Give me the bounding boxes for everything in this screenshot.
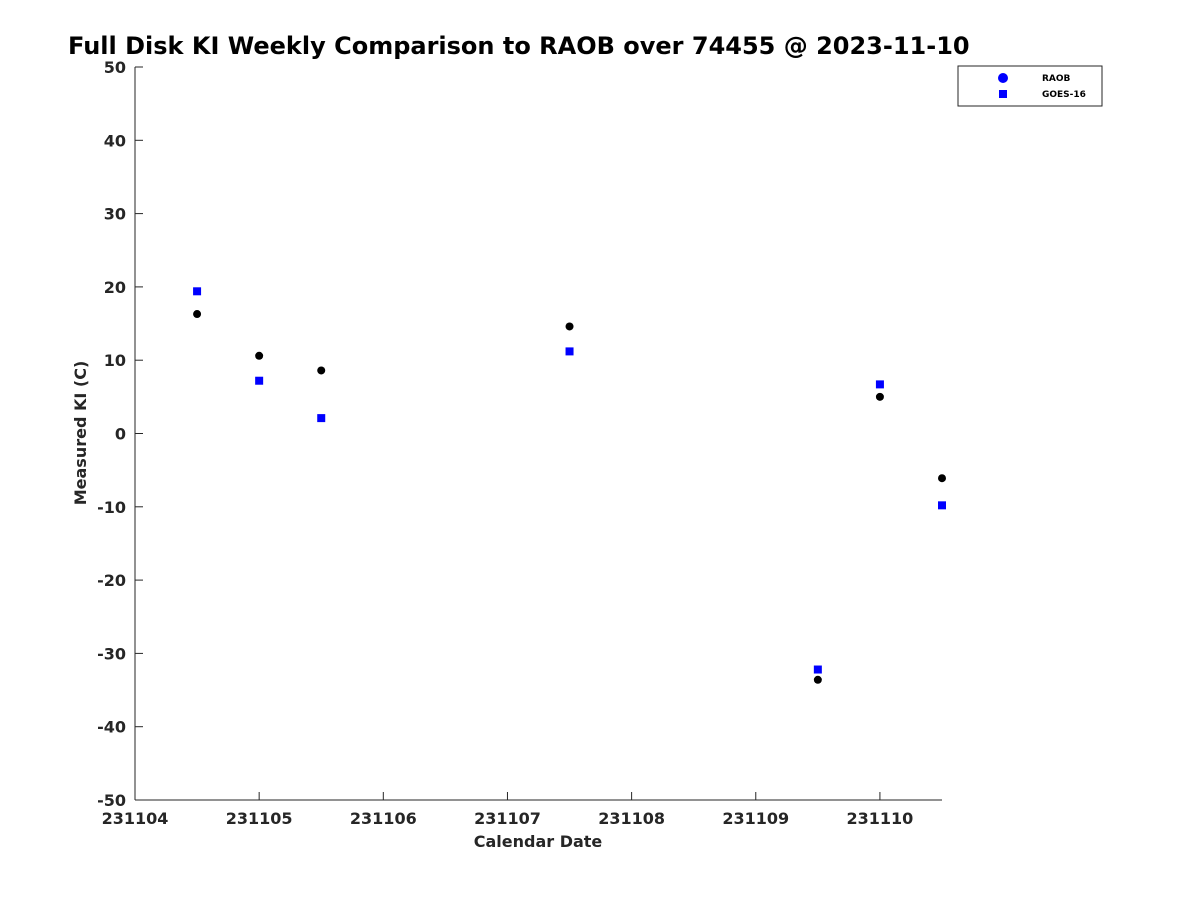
raob-point <box>317 366 326 375</box>
y-tick-label: 10 <box>104 351 126 370</box>
legend-raob-marker <box>998 73 1008 83</box>
y-tick-label: 30 <box>104 205 126 224</box>
x-tick-label: 231108 <box>598 809 665 828</box>
goes16-point <box>255 376 264 385</box>
goes16-point <box>317 414 326 423</box>
y-tick-label: 50 <box>104 58 126 77</box>
legend-box <box>957 65 1103 107</box>
raob-point <box>875 392 884 401</box>
y-tick-label: 0 <box>115 425 126 444</box>
legend: RAOB GOES-16 <box>957 65 1103 107</box>
raob-point <box>193 310 202 319</box>
chart-title: Full Disk KI Weekly Comparison to RAOB o… <box>68 32 970 60</box>
raob-point <box>938 474 946 483</box>
legend-entry-label: GOES-16 <box>1042 90 1086 100</box>
goes16-point <box>813 665 822 674</box>
y-tick-label: -20 <box>97 571 126 590</box>
y-tick-label: -40 <box>97 718 126 737</box>
x-tick-label: 231107 <box>474 809 541 828</box>
x-tick-label: 231106 <box>350 809 417 828</box>
legend-goes16-marker <box>999 90 1007 98</box>
raob-point <box>255 351 264 360</box>
raob-point <box>813 675 822 684</box>
goes16-point <box>193 287 202 296</box>
x-tick-label: 231110 <box>847 809 914 828</box>
y-tick-label: -50 <box>97 791 126 810</box>
y-axis-label: Measured KI (C) <box>71 361 90 506</box>
y-tick-label: 40 <box>104 131 126 150</box>
legend-entry-label: RAOB <box>1042 74 1071 84</box>
goes16-point <box>938 501 946 510</box>
x-tick-label: 231105 <box>226 809 293 828</box>
goes16-point <box>875 380 884 389</box>
data-points <box>193 287 946 684</box>
x-tick-label: 231104 <box>102 809 169 828</box>
y-tick-label: 20 <box>104 278 126 297</box>
raob-point <box>565 322 574 331</box>
goes16-point <box>565 347 574 356</box>
x-axis-label: Calendar Date <box>474 832 603 851</box>
y-tick-label: -10 <box>97 498 126 517</box>
x-tick-label: 231109 <box>722 809 789 828</box>
y-tick-label: -30 <box>97 644 126 663</box>
y-axis-label-group: Measured KI (C) <box>71 361 90 506</box>
